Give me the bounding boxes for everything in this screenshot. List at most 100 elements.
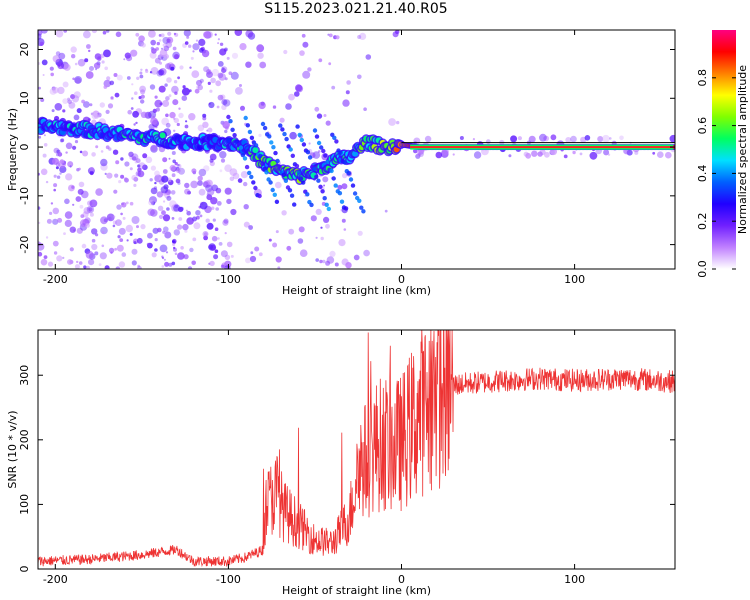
spectrogram-noise-point	[94, 251, 99, 256]
spectrogram-noise-point	[485, 139, 491, 145]
spectrogram-noise-point	[202, 121, 209, 128]
spectrogram-branch-point	[332, 135, 337, 140]
spectrogram-noise-point	[329, 250, 336, 257]
spectrogram-noise-point	[99, 252, 107, 260]
spectrogram-noise-point	[192, 237, 197, 242]
spectrogram-noise-point	[224, 129, 228, 134]
spectrogram-branch-point	[292, 202, 297, 207]
spectrogram-noise-point	[217, 72, 224, 79]
spectrogram-noise-point	[101, 231, 105, 234]
colorbar-gradient	[712, 30, 736, 269]
spectrogram-noise-point	[325, 120, 331, 126]
spectrogram-noise-point	[134, 160, 138, 164]
spectrogram-noise-point	[79, 204, 84, 209]
spectrogram-noise-point	[114, 247, 117, 251]
spectrogram-noise-point	[295, 84, 303, 92]
spectrogram-noise-point	[357, 74, 362, 80]
spectrogram-branch-point	[230, 127, 235, 132]
spectrogram-noise-point	[74, 76, 82, 84]
spectrogram-noise-point	[249, 255, 257, 263]
spectrogram-noise-point	[452, 153, 455, 156]
spectrogram-noise-point	[279, 117, 285, 123]
spectrogram-noise-point	[163, 45, 170, 52]
spectrogram-noise-point	[46, 218, 52, 224]
spectrogram-noise-point	[192, 43, 200, 51]
spectrogram-noise-point	[202, 181, 209, 188]
spectrogram-y-axis: -20 -10 0 10 20	[18, 43, 675, 254]
spectrogram-noise-point	[120, 212, 123, 216]
spectrogram-noise-point	[363, 249, 370, 257]
spectrogram-noise-point	[166, 207, 170, 211]
spectrogram-noise-point	[132, 110, 140, 118]
spectrogram-noise-point	[319, 259, 323, 264]
spectrogram-noise-point	[206, 71, 213, 78]
spectrogram-noise-point	[134, 91, 138, 95]
spectrogram-branch-point	[243, 115, 248, 121]
spectrogram-noise-point	[107, 103, 114, 109]
spectrogram-noise-point	[343, 228, 347, 231]
snr-series-line	[38, 330, 675, 568]
spectrogram-noise-point	[272, 105, 277, 109]
spectrogram-noise-point	[539, 133, 547, 142]
spectrogram-noise-point	[167, 31, 172, 36]
y-tick-label: -10	[18, 187, 31, 205]
spectrogram-noise-point	[56, 175, 61, 179]
spectrogram-noise-point	[220, 250, 228, 258]
spectrogram-branch-point	[331, 176, 336, 181]
x-tick-label: -200	[43, 573, 68, 586]
spectrogram-noise-point	[65, 173, 73, 181]
spectrogram-noise-point	[161, 210, 166, 216]
spectrogram-branch-point	[352, 191, 358, 196]
spectrogram-noise-point	[43, 255, 48, 259]
spectrogram-noise-point	[172, 243, 176, 246]
spectrogram-noise-point	[315, 208, 322, 215]
spectrogram-noise-point	[215, 80, 222, 87]
spectrogram-noise-point	[169, 164, 176, 172]
spectrogram-branch-point	[238, 145, 244, 150]
spectrogram-noise-point	[58, 52, 66, 60]
x-tick-label: -100	[216, 573, 241, 586]
spectrogram-noise-point	[531, 150, 538, 157]
spectrogram-noise-point	[228, 71, 233, 75]
spectrogram-noise-point	[239, 84, 242, 87]
spectrogram-noise-point	[258, 252, 263, 257]
spectrogram-noise-point	[203, 235, 209, 241]
spectrogram-noise-point	[157, 227, 162, 233]
spectrogram-noise-point	[174, 162, 178, 166]
spectrogram-noise-point	[51, 109, 55, 113]
spectrogram-ridge-point	[352, 150, 359, 157]
spectrogram-noise-point	[112, 149, 119, 155]
spectrogram-noise-point	[353, 254, 360, 261]
spectrogram-noise-point	[42, 153, 47, 158]
spectrogram-noise-point	[140, 68, 143, 72]
spectrogram-branch-point	[247, 129, 253, 135]
spectrogram-noise-point	[337, 184, 343, 190]
spectrogram-noise-point	[159, 102, 163, 106]
spectrogram-noise-point	[83, 30, 91, 39]
spectrogram-branch-point	[294, 163, 300, 169]
spectrogram-branch-point	[290, 153, 295, 158]
spectrogram-branch-point	[269, 140, 274, 145]
spectrogram-noise-point	[180, 246, 184, 250]
spectrogram-noise-point	[243, 221, 250, 228]
spectrogram-noise-point	[218, 242, 223, 246]
spectrogram-noise-point	[40, 168, 48, 176]
spectrogram-noise-point	[59, 138, 64, 143]
spectrogram-noise-point	[584, 135, 591, 141]
spectrogram-noise-point	[72, 203, 75, 206]
spectrogram-noise-point	[78, 181, 85, 188]
spectrogram-noise-point	[214, 33, 217, 36]
spectrogram-noise-point	[148, 199, 154, 206]
spectrogram-noise-point	[357, 35, 362, 39]
spectrogram-noise-point	[62, 256, 65, 259]
spectrogram-noise-point	[86, 44, 91, 49]
spectrogram-noise-point	[41, 59, 48, 66]
spectrogram-branch-point	[288, 147, 293, 152]
spectrogram-noise-point	[198, 188, 206, 196]
spectrogram-noise-point	[188, 113, 196, 121]
spectrogram-branch-point	[278, 123, 283, 128]
spectrogram-noise-point	[164, 231, 172, 239]
spectrogram-branch-point	[318, 184, 323, 189]
spectrogram-noise-point	[211, 206, 215, 210]
spectrogram-noise-point	[96, 56, 102, 61]
